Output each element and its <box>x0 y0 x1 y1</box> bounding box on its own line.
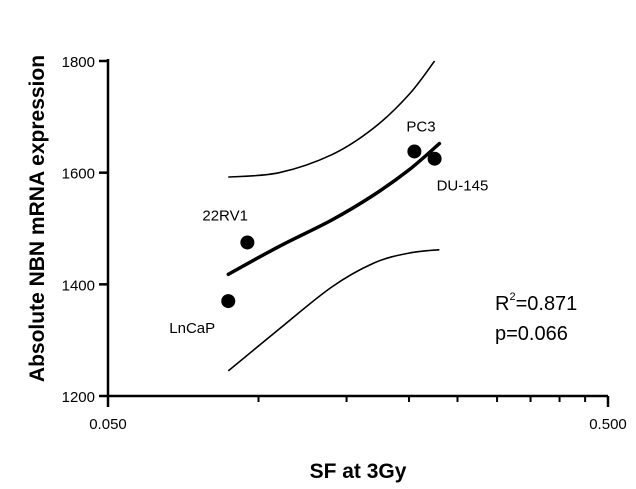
data-point-label: 22RV1 <box>202 207 248 224</box>
data-point-label: DU-145 <box>437 178 489 195</box>
axes <box>106 59 608 398</box>
y-tick-label: 1800 <box>62 54 95 71</box>
tick-labels: 1200 1400 1600 1800 0.050 0.500 <box>62 54 627 433</box>
data-point <box>221 294 236 309</box>
y-axis-title: Absolute NBN mRNA expression <box>26 55 49 382</box>
confidence-band-upper <box>228 60 436 178</box>
tick-marks <box>99 59 610 407</box>
x-tick-label: 0.500 <box>589 416 627 433</box>
data-points <box>221 144 442 309</box>
y-tick-label: 1600 <box>62 166 95 183</box>
y-tick-label: 1400 <box>62 277 95 294</box>
regression-fit-line <box>226 141 442 277</box>
data-point <box>427 151 442 166</box>
r-squared-prefix: R <box>495 293 509 315</box>
y-tick-label: 1200 <box>62 389 95 406</box>
x-axis-title: SF at 3Gy <box>310 460 407 483</box>
r-squared-value: =0.871 <box>516 293 578 315</box>
r-squared-superscript: 2 <box>509 291 515 303</box>
x-tick-label: 0.050 <box>89 416 127 433</box>
confidence-band-lower <box>227 248 440 372</box>
data-point-label: LnCaP <box>169 320 215 337</box>
fit-curves <box>226 60 442 372</box>
data-point <box>407 144 422 159</box>
data-point-label: PC3 <box>406 118 435 135</box>
p-value-annotation: p=0.066 <box>495 323 568 345</box>
r-squared-annotation: R2=0.871 <box>495 291 577 315</box>
point-labels: LnCaP 22RV1 PC3 DU-145 <box>169 118 488 337</box>
data-point <box>240 235 255 250</box>
